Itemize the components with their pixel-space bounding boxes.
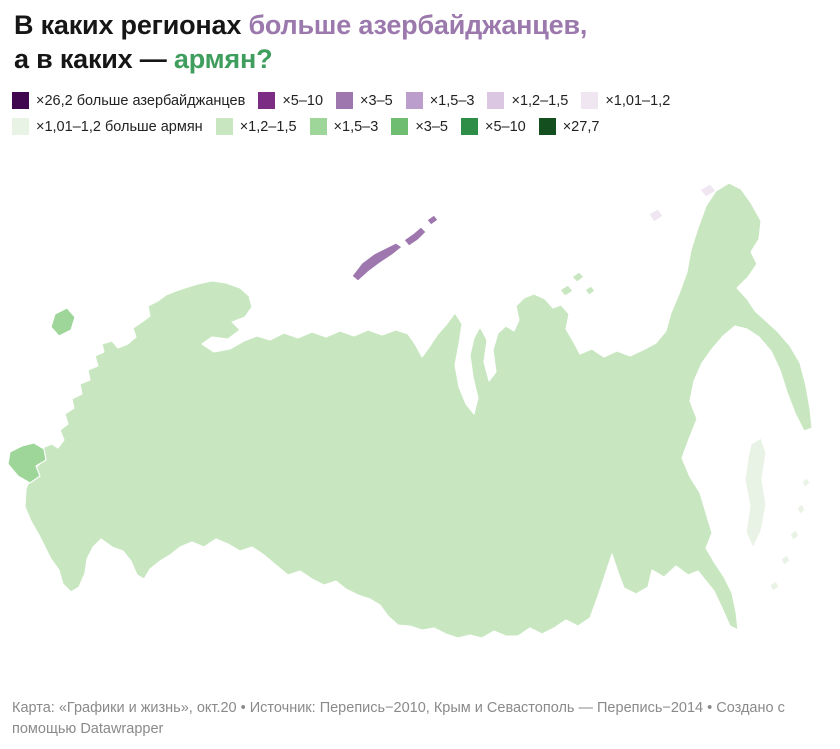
legend-swatch-arm1_2_1_5 — [215, 118, 233, 135]
legend-item-az5_10: ×5–10 — [258, 92, 323, 109]
title-line-2: а в каких — армян? — [14, 42, 587, 76]
legend-item-arm1_01_1_2: ×1,01–1,2 больше армян — [12, 118, 203, 135]
map-region-kaliningrad[interactable] — [50, 307, 76, 337]
legend-label: ×5–10 — [282, 92, 324, 109]
legend-label: ×3–5 — [415, 118, 448, 135]
legend-label: ×1,01–1,2 — [605, 92, 671, 109]
legend-label: ×1,2–1,5 — [511, 92, 569, 109]
legend-label: ×5–10 — [484, 118, 526, 135]
legend-item-arm1_2_1_5: ×1,2–1,5 — [215, 118, 297, 135]
legend-item-arm1_5_3: ×1,5–3 — [309, 118, 379, 135]
map-region-kuril-islands[interactable] — [769, 477, 811, 592]
legend-row-armenians: ×1,01–1,2 больше армян ×1,2–1,5 ×1,5–3 ×3–5… — [12, 118, 670, 135]
legend-item-az1_5_3: ×1,5–3 — [405, 92, 475, 109]
map-region-novaya-zemlya[interactable] — [351, 214, 439, 282]
legend-swatch-arm5_10 — [460, 118, 478, 135]
legend-swatch-az5_10 — [258, 92, 276, 109]
legend-label: ×1,5–3 — [333, 118, 379, 135]
title-highlight-azerbaijanis: больше азербайджанцев, — [248, 10, 588, 40]
map-region-crimea[interactable] — [7, 442, 47, 484]
legend-item-az1_2_1_5: ×1,2–1,5 — [487, 92, 568, 109]
legend-swatch-az1_01_1_2 — [581, 92, 599, 109]
map-region-other-regions-base[interactable] — [24, 182, 813, 639]
legend-label: ×26,2 больше азербайджанцев — [36, 92, 246, 109]
legend-row-azerbaijanis: ×26,2 больше азербайджанцев ×5–10 ×3–5 ×1,5… — [12, 92, 670, 109]
map-region-wrangel-island[interactable] — [699, 183, 717, 198]
legend-swatch-az1_5_3 — [405, 92, 423, 109]
legend-swatch-az3_5 — [336, 92, 354, 109]
legend-label: ×1,01–1,2 больше армян — [36, 118, 203, 135]
map-region-severnaya-zemlya[interactable] — [559, 271, 596, 297]
legend-item-arm5_10: ×5–10 — [460, 118, 526, 135]
legend-label: ×27,7 — [562, 118, 600, 135]
title-text-black-1: В каких регионах — [14, 10, 249, 40]
legend-item-arm27_7: ×27,7 — [538, 118, 600, 135]
map-legend: ×26,2 больше азербайджанцев ×5–10 ×3–5 ×1,5… — [12, 92, 670, 144]
legend-label: ×1,5–3 — [429, 92, 475, 109]
legend-item-arm3_5: ×3–5 — [391, 118, 448, 135]
legend-item-az1_01_1_2: ×1,01–1,2 — [581, 92, 670, 109]
legend-swatch-az1_2_1_5 — [487, 92, 505, 109]
legend-label: ×3–5 — [360, 92, 393, 109]
legend-swatch-arm3_5 — [391, 118, 409, 135]
legend-label: ×1,2–1,5 — [239, 118, 297, 135]
title-text-black-2: а в каких — — [14, 44, 174, 75]
legend-swatch-arm1_01_1_2 — [12, 118, 29, 135]
legend-swatch-az26_2 — [12, 92, 29, 109]
choropleth-map-russia — [7, 182, 813, 639]
legend-item-az26_2: ×26,2 больше азербайджанцев — [12, 92, 245, 109]
legend-item-az3_5: ×3–5 — [336, 92, 393, 109]
map-region-new-siberian-islands[interactable] — [648, 208, 664, 223]
map-region-sakhalin[interactable] — [744, 437, 767, 549]
page-title: В каких регионах больше азербайджанцев, … — [14, 8, 587, 76]
footer-credits: Карта: «Графики и жизнь», окт.20 • Источ… — [12, 700, 785, 738]
legend-swatch-arm1_5_3 — [309, 118, 327, 135]
title-highlight-armenians: армян? — [173, 44, 273, 75]
legend-swatch-arm27_7 — [538, 118, 556, 135]
title-line-1: В каких регионах больше азербайджанцев, — [14, 8, 587, 42]
